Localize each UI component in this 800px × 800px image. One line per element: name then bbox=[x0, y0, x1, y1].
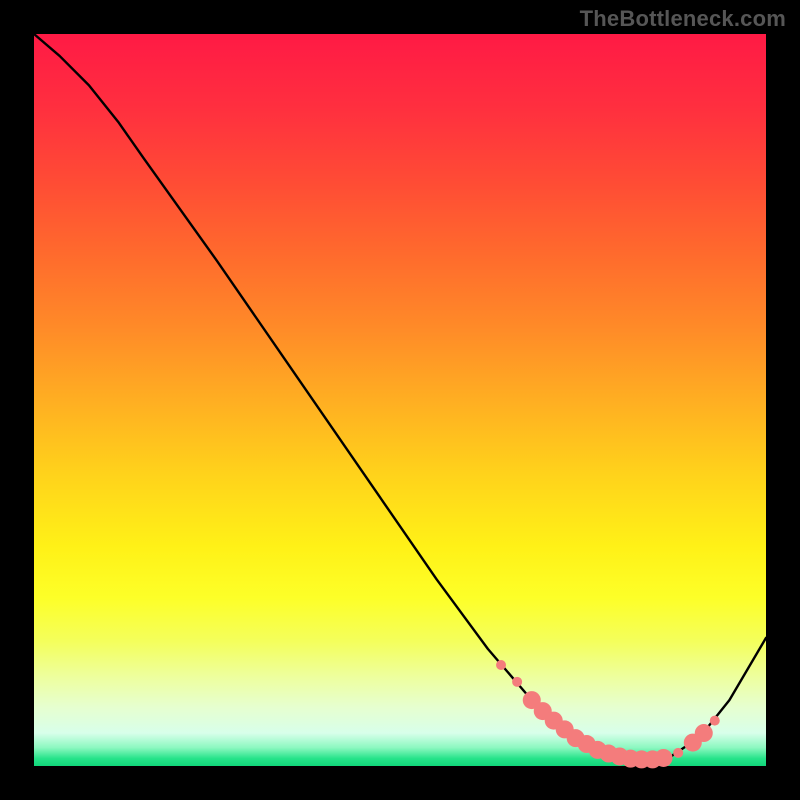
plot-background bbox=[34, 34, 766, 766]
curve-marker bbox=[673, 748, 683, 758]
curve-marker bbox=[655, 749, 673, 767]
curve-marker bbox=[710, 716, 720, 726]
watermark-text: TheBottleneck.com bbox=[580, 6, 786, 32]
bottleneck-curve-chart bbox=[0, 0, 800, 800]
chart-container: TheBottleneck.com bbox=[0, 0, 800, 800]
curve-marker bbox=[512, 677, 522, 687]
curve-marker bbox=[695, 724, 713, 742]
curve-marker bbox=[496, 660, 506, 670]
